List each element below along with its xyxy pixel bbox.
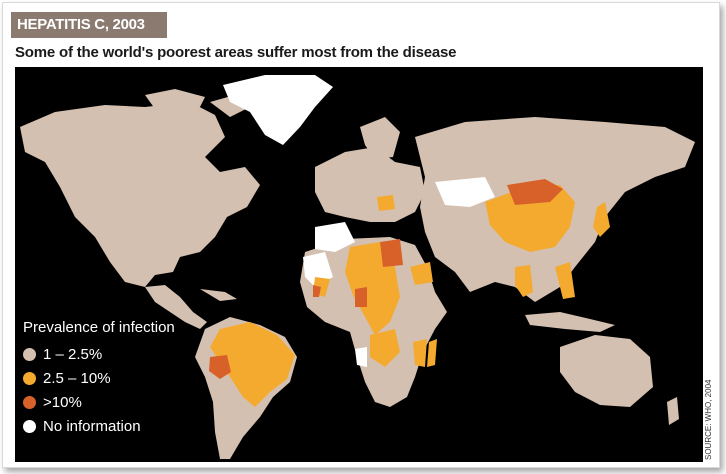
- legend-item-none: No information: [23, 414, 175, 438]
- region-indonesia: [525, 312, 615, 332]
- legend-label-none: No information: [43, 417, 141, 435]
- region-australia: [560, 335, 653, 407]
- region-caribbean: [200, 289, 237, 301]
- region-central-america: [145, 285, 207, 329]
- legend-label-mid: 2.5 – 10%: [43, 369, 111, 387]
- legend-title: Prevalence of infection: [23, 319, 175, 336]
- region-africa-mid[interactable]: [313, 242, 427, 367]
- region-africa-high[interactable]: [313, 239, 403, 307]
- legend-label-low: 1 – 2.5%: [43, 345, 103, 363]
- world-map: [20, 75, 695, 459]
- region-southeast-asia-mid[interactable]: [515, 262, 575, 299]
- map-title: HEPATITIS C, 2003: [11, 12, 167, 38]
- legend-label-high: >10%: [43, 393, 82, 411]
- region-china[interactable]: [485, 185, 575, 252]
- legend-item-low: 1 – 2.5%: [23, 342, 175, 366]
- legend-swatch-mid: [23, 371, 36, 385]
- region-mongolia[interactable]: [507, 179, 563, 205]
- region-greenland: [223, 75, 333, 145]
- map-subtitle: Some of the world's poorest areas suffer…: [15, 44, 457, 61]
- legend-item-high: >10%: [23, 390, 175, 414]
- region-europe-mid[interactable]: [377, 195, 395, 211]
- legend-swatch-none: [23, 419, 36, 433]
- source-credit: SOURCE: WHO, 2004: [704, 379, 713, 460]
- region-europe: [315, 147, 425, 222]
- figure-frame: HEPATITIS C, 2003 Some of the world's po…: [2, 2, 720, 468]
- region-middle-east-mid[interactable]: [410, 262, 433, 285]
- region-scandinavia: [360, 117, 400, 159]
- legend-item-mid: 2.5 – 10%: [23, 366, 175, 390]
- region-central-asia-no-info[interactable]: [435, 177, 495, 207]
- region-arctic-islands: [145, 89, 250, 117]
- region-north-america: [20, 102, 260, 287]
- map-legend: Prevalence of infection 1 – 2.5% 2.5 – 1…: [23, 319, 175, 438]
- region-new-zealand: [667, 397, 679, 425]
- world-map-panel: Prevalence of infection 1 – 2.5% 2.5 – 1…: [15, 67, 703, 462]
- legend-swatch-low: [23, 347, 36, 361]
- region-africa-no-info[interactable]: [303, 222, 367, 367]
- region-japan[interactable]: [593, 202, 610, 237]
- region-bolivia[interactable]: [209, 355, 231, 379]
- region-brazil[interactable]: [210, 322, 295, 407]
- region-madagascar[interactable]: [427, 339, 437, 367]
- legend-swatch-high: [23, 395, 36, 409]
